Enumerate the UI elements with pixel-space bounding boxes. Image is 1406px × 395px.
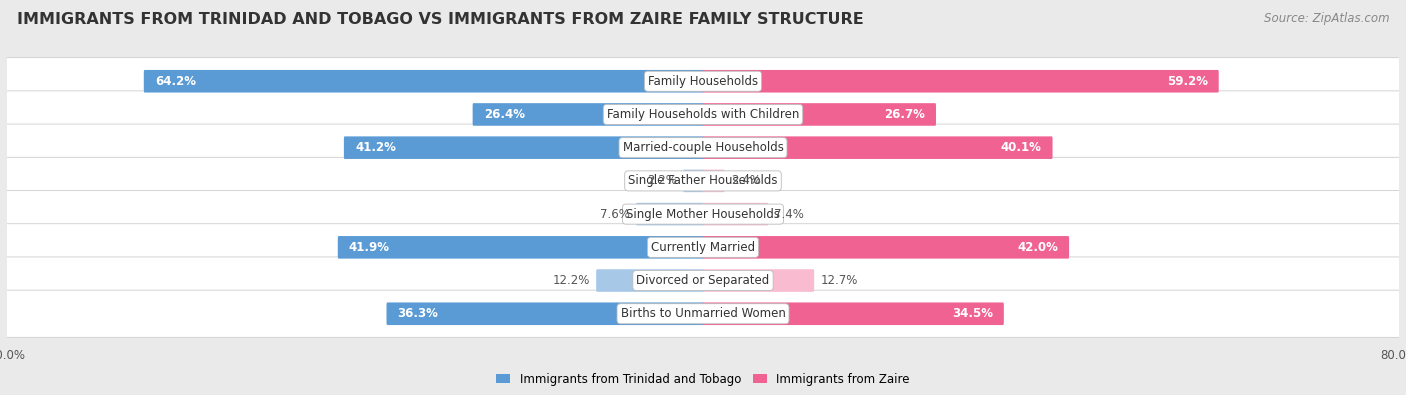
- Text: Divorced or Separated: Divorced or Separated: [637, 274, 769, 287]
- FancyBboxPatch shape: [337, 236, 703, 259]
- FancyBboxPatch shape: [472, 103, 703, 126]
- FancyBboxPatch shape: [0, 290, 1406, 337]
- FancyBboxPatch shape: [0, 91, 1406, 138]
- FancyBboxPatch shape: [636, 203, 703, 226]
- Text: Single Father Households: Single Father Households: [628, 174, 778, 187]
- FancyBboxPatch shape: [344, 136, 703, 159]
- FancyBboxPatch shape: [0, 224, 1406, 271]
- Text: 64.2%: 64.2%: [155, 75, 195, 88]
- Text: IMMIGRANTS FROM TRINIDAD AND TOBAGO VS IMMIGRANTS FROM ZAIRE FAMILY STRUCTURE: IMMIGRANTS FROM TRINIDAD AND TOBAGO VS I…: [17, 12, 863, 27]
- FancyBboxPatch shape: [703, 103, 936, 126]
- Text: 26.4%: 26.4%: [484, 108, 524, 121]
- FancyBboxPatch shape: [703, 70, 1219, 92]
- FancyBboxPatch shape: [683, 169, 703, 192]
- FancyBboxPatch shape: [703, 169, 724, 192]
- FancyBboxPatch shape: [0, 157, 1406, 205]
- FancyBboxPatch shape: [703, 303, 1004, 325]
- Text: 2.4%: 2.4%: [731, 174, 761, 187]
- Text: 59.2%: 59.2%: [1167, 75, 1208, 88]
- Text: Births to Unmarried Women: Births to Unmarried Women: [620, 307, 786, 320]
- FancyBboxPatch shape: [596, 269, 703, 292]
- FancyBboxPatch shape: [0, 124, 1406, 171]
- Text: Family Households with Children: Family Households with Children: [607, 108, 799, 121]
- FancyBboxPatch shape: [0, 58, 1406, 105]
- Text: 12.2%: 12.2%: [553, 274, 591, 287]
- Text: 36.3%: 36.3%: [398, 307, 439, 320]
- Text: 41.2%: 41.2%: [354, 141, 396, 154]
- Text: Currently Married: Currently Married: [651, 241, 755, 254]
- FancyBboxPatch shape: [143, 70, 703, 92]
- Text: Single Mother Households: Single Mother Households: [626, 208, 780, 221]
- FancyBboxPatch shape: [387, 303, 703, 325]
- Text: 40.1%: 40.1%: [1001, 141, 1042, 154]
- Text: 42.0%: 42.0%: [1017, 241, 1057, 254]
- FancyBboxPatch shape: [703, 269, 814, 292]
- Text: Family Households: Family Households: [648, 75, 758, 88]
- Text: 34.5%: 34.5%: [952, 307, 993, 320]
- Text: 26.7%: 26.7%: [884, 108, 925, 121]
- Text: 7.6%: 7.6%: [600, 208, 630, 221]
- Text: 7.4%: 7.4%: [775, 208, 804, 221]
- FancyBboxPatch shape: [703, 203, 768, 226]
- Text: 12.7%: 12.7%: [821, 274, 858, 287]
- FancyBboxPatch shape: [0, 190, 1406, 238]
- Text: Source: ZipAtlas.com: Source: ZipAtlas.com: [1264, 12, 1389, 25]
- FancyBboxPatch shape: [703, 236, 1069, 259]
- Legend: Immigrants from Trinidad and Tobago, Immigrants from Zaire: Immigrants from Trinidad and Tobago, Imm…: [491, 368, 915, 390]
- FancyBboxPatch shape: [703, 136, 1053, 159]
- Text: Married-couple Households: Married-couple Households: [623, 141, 783, 154]
- FancyBboxPatch shape: [0, 257, 1406, 304]
- Text: 41.9%: 41.9%: [349, 241, 389, 254]
- Text: 2.2%: 2.2%: [647, 174, 676, 187]
